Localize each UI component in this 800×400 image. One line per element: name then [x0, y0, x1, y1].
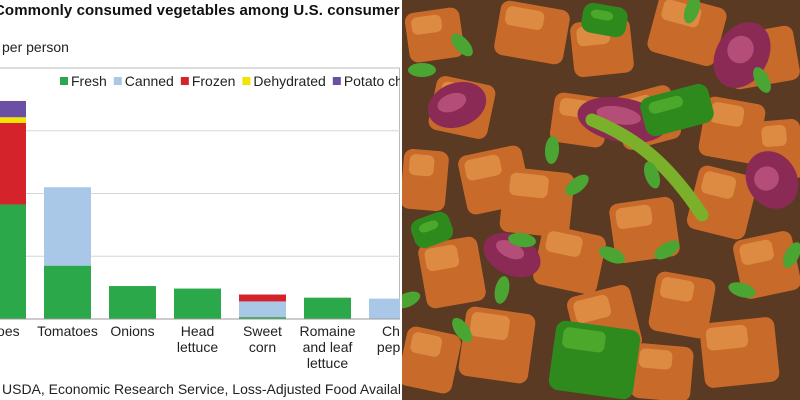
legend-swatch-3 [242, 77, 251, 85]
paneer-highlight-14 [545, 231, 583, 257]
chart-panel: Commonly consumed vegetables among U.S. … [0, 2, 400, 397]
legend-swatch-4 [332, 77, 341, 85]
capsicum-shine-1 [562, 327, 606, 353]
paneer-highlight-7 [408, 154, 435, 177]
capsicum-shine-0 [648, 95, 683, 114]
bar-2-fresh [109, 286, 156, 319]
paneer-highlight-10 [710, 102, 745, 127]
paneer-highlight-11 [761, 124, 787, 147]
x-tick-label-2: Onions [110, 323, 154, 339]
bar-1-fresh [44, 265, 91, 319]
coriander-leaf-3 [565, 174, 589, 196]
bar-0-fresh [0, 204, 26, 319]
coriander-leaf-11 [402, 291, 421, 309]
paneer-highlight-15 [615, 204, 653, 229]
capsicum-shine-2 [590, 9, 614, 21]
chart-source-note: USDA, Economic Research Service, Loss-Ad… [2, 381, 400, 397]
paneer-highlight-23 [638, 348, 673, 370]
food-photo [402, 0, 800, 400]
paneer-highlight-22 [410, 332, 443, 357]
legend-label-1: Canned [125, 73, 174, 89]
coriander-leaf-12 [598, 246, 626, 264]
bar-0-potato-chips [0, 100, 26, 118]
bar-1-canned [44, 187, 91, 266]
legend-label-2: Frozen [192, 73, 236, 89]
chart-subtitle: per person [2, 39, 69, 55]
coriander-leaf-13 [643, 161, 661, 189]
paneer-highlight-6 [464, 154, 502, 181]
bar-0-frozen [0, 122, 26, 205]
bar-4-canned [239, 301, 286, 318]
x-tick-label-6: Chipepp [377, 323, 400, 355]
x-tick-label-5: Romaine and leaf lettuce [299, 323, 355, 371]
coriander-leaf-10 [683, 0, 701, 24]
paneer-highlight-1 [504, 6, 545, 30]
coriander-leaf-1 [451, 33, 473, 57]
onion-shine-4 [754, 166, 779, 191]
bar-6-canned [369, 298, 400, 319]
chart-title: Commonly consumed vegetables among U.S. … [0, 2, 400, 19]
capsicum-shine-3 [418, 220, 439, 233]
legend-swatch-1 [113, 77, 122, 85]
legend-swatch-0 [60, 77, 68, 85]
onion-shine-1 [437, 92, 467, 113]
coriander-leaf-5 [452, 317, 472, 343]
x-tick-label-1: Tomatoes [37, 323, 98, 339]
legend-label-3: Dehydrated [253, 73, 325, 89]
paneer-highlight-19 [573, 294, 612, 324]
coriander-leaf-2 [544, 136, 560, 164]
x-tick-label-4: Sweet corn [243, 323, 282, 355]
paneer-highlight-13 [424, 244, 460, 272]
paneer-highlight-17 [739, 239, 774, 265]
capsicum-piece-0 [640, 83, 714, 137]
paneer-highlight-0 [411, 14, 443, 35]
paneer-highlight-18 [469, 312, 510, 341]
onion-shine-0 [727, 35, 754, 64]
legend-label-0: Fresh [71, 73, 107, 89]
coriander-leaf-14 [782, 242, 800, 268]
coriander-leaf-4 [508, 232, 536, 248]
coriander-leaf-7 [654, 240, 680, 260]
bar-4-fresh [239, 317, 286, 319]
coriander-leaf-0 [408, 63, 436, 77]
paneer-highlight-16 [701, 171, 737, 199]
green-chili [585, 113, 709, 222]
paneer-highlight-12 [509, 172, 549, 199]
coriander-leaf-8 [728, 282, 756, 298]
bar-3-fresh [174, 288, 221, 319]
x-tick-label-0: atoes [0, 323, 20, 339]
paneer-highlight-20 [660, 277, 695, 302]
x-tick-label-3: Head lettuce [177, 323, 218, 355]
legend-label-4: Potato chips [344, 73, 400, 89]
coriander-leaf-6 [494, 276, 510, 304]
bar-5-fresh [304, 297, 351, 319]
bar-4-frozen [239, 294, 286, 302]
legend-swatch-2 [180, 77, 189, 85]
coriander-leaf-9 [753, 67, 771, 93]
chilli-paneer-photo [402, 0, 800, 400]
paneer-highlight-21 [705, 324, 749, 351]
bar-0-dehydrated [0, 117, 26, 123]
